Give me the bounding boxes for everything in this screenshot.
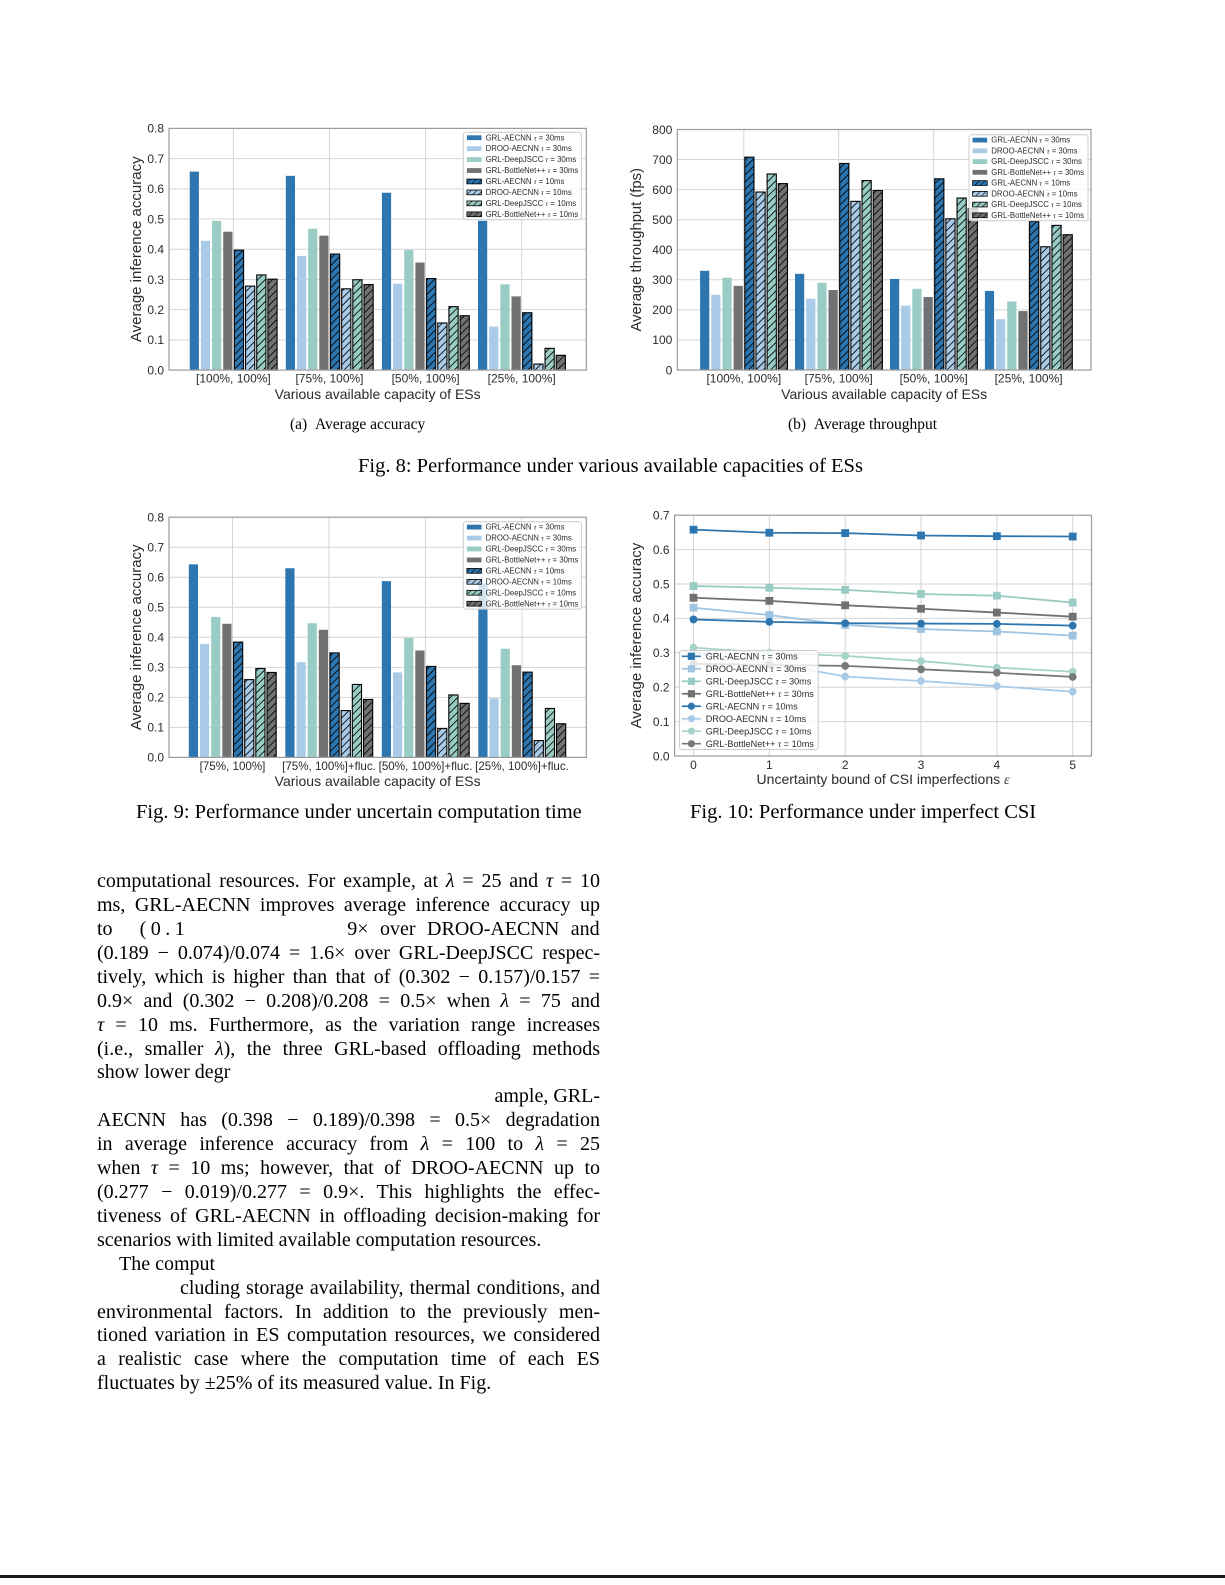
svg-text:GRL-AECNN τ = 30ms: GRL-AECNN τ = 30ms	[486, 133, 565, 142]
svg-text:GRL-DeepJSCC τ = 10ms: GRL-DeepJSCC τ = 10ms	[991, 200, 1082, 209]
svg-text:0.2: 0.2	[653, 681, 670, 695]
svg-text:0.6: 0.6	[147, 182, 164, 196]
svg-text:1: 1	[766, 758, 773, 772]
svg-text:GRL-AECNN τ = 10ms: GRL-AECNN τ = 10ms	[991, 179, 1070, 188]
svg-text:DROO-AECNN τ = 10ms: DROO-AECNN τ = 10ms	[706, 714, 807, 724]
svg-text:GRL-DeepJSCC τ = 10ms: GRL-DeepJSCC τ = 10ms	[706, 726, 812, 736]
svg-text:GRL-AECNN τ = 10ms: GRL-AECNN τ = 10ms	[706, 701, 798, 711]
svg-text:0.8: 0.8	[147, 511, 164, 525]
svg-text:0.0: 0.0	[147, 751, 164, 765]
svg-text:DROO-AECNN τ = 10ms: DROO-AECNN τ = 10ms	[486, 577, 572, 586]
svg-text:0.1: 0.1	[147, 333, 164, 347]
svg-text:[75%, 100%]+fluc.: [75%, 100%]+fluc.	[282, 760, 376, 773]
svg-text:0.7: 0.7	[653, 509, 670, 523]
svg-text:0.7: 0.7	[147, 541, 164, 555]
svg-text:600: 600	[652, 183, 672, 197]
svg-text:DROO-AECNN τ = 10ms: DROO-AECNN τ = 10ms	[991, 189, 1077, 198]
svg-text:DROO-AECNN τ = 30ms: DROO-AECNN τ = 30ms	[991, 146, 1077, 155]
svg-text:0: 0	[666, 363, 673, 377]
svg-text:GRL-BottleNet++ τ = 30ms: GRL-BottleNet++ τ = 30ms	[486, 166, 579, 175]
svg-text:GRL-DeepJSCC τ = 30ms: GRL-DeepJSCC τ = 30ms	[706, 676, 812, 686]
svg-text:[50%, 100%]: [50%, 100%]	[392, 372, 460, 386]
svg-text:[100%, 100%]: [100%, 100%]	[706, 372, 781, 386]
svg-text:0.3: 0.3	[653, 646, 670, 660]
svg-text:0.3: 0.3	[147, 661, 164, 675]
svg-text:GRL-BottleNet++ τ = 10ms: GRL-BottleNet++ τ = 10ms	[486, 210, 579, 219]
svg-text:Average inference accuracy: Average inference accuracy	[628, 542, 645, 728]
svg-text:Various available capacity of: Various available capacity of ESs	[275, 773, 481, 789]
svg-text:Average inference accuracy: Average inference accuracy	[128, 156, 145, 342]
svg-text:GRL-AECNN τ = 30ms: GRL-AECNN τ = 30ms	[991, 136, 1070, 145]
svg-text:0.4: 0.4	[147, 243, 164, 257]
svg-text:[100%, 100%]: [100%, 100%]	[196, 372, 271, 386]
svg-text:100: 100	[652, 333, 672, 347]
svg-text:Various available capacity of: Various available capacity of ESs	[275, 386, 481, 402]
svg-text:0.5: 0.5	[147, 601, 164, 615]
svg-text:200: 200	[652, 303, 672, 317]
svg-text:0.2: 0.2	[147, 691, 164, 705]
svg-text:GRL-BottleNet++ τ = 10ms: GRL-BottleNet++ τ = 10ms	[486, 599, 579, 608]
svg-text:Uncertainty bound of CSI imper: Uncertainty bound of CSI imperfections ε	[757, 771, 1010, 788]
svg-text:[25%, 100%]+fluc.: [25%, 100%]+fluc.	[475, 760, 569, 773]
svg-text:GRL-DeepJSCC τ = 10ms: GRL-DeepJSCC τ = 10ms	[486, 199, 577, 208]
svg-text:GRL-DeepJSCC τ = 10ms: GRL-DeepJSCC τ = 10ms	[486, 588, 577, 597]
svg-text:800: 800	[652, 123, 672, 137]
svg-text:0.2: 0.2	[147, 303, 164, 317]
svg-text:[25%, 100%]: [25%, 100%]	[488, 372, 556, 386]
svg-text:Various available capacity of: Various available capacity of ESs	[781, 386, 987, 402]
svg-text:0.4: 0.4	[653, 612, 670, 626]
svg-text:0.8: 0.8	[147, 122, 164, 136]
svg-text:[50%, 100%]: [50%, 100%]	[900, 372, 968, 386]
svg-text:4: 4	[994, 758, 1001, 772]
svg-text:[75%, 100%]: [75%, 100%]	[295, 372, 363, 386]
svg-text:DROO-AECNN τ = 30ms: DROO-AECNN τ = 30ms	[486, 144, 572, 153]
svg-text:700: 700	[652, 153, 672, 167]
svg-text:GRL-DeepJSCC τ = 30ms: GRL-DeepJSCC τ = 30ms	[486, 545, 577, 554]
svg-text:GRL-AECNN τ = 10ms: GRL-AECNN τ = 10ms	[486, 566, 565, 575]
svg-text:3: 3	[918, 758, 925, 772]
svg-text:DROO-AECNN τ = 30ms: DROO-AECNN τ = 30ms	[486, 534, 572, 543]
svg-text:DROO-AECNN τ = 30ms: DROO-AECNN τ = 30ms	[706, 664, 807, 674]
svg-text:DROO-AECNN τ = 10ms: DROO-AECNN τ = 10ms	[486, 188, 572, 197]
svg-text:GRL-DeepJSCC τ = 30ms: GRL-DeepJSCC τ = 30ms	[486, 155, 577, 164]
svg-text:GRL-BottleNet++ τ = 30ms: GRL-BottleNet++ τ = 30ms	[486, 556, 579, 565]
svg-text:0.6: 0.6	[147, 571, 164, 585]
svg-text:Average inference accuracy: Average inference accuracy	[128, 544, 145, 730]
svg-text:0.6: 0.6	[653, 543, 670, 557]
svg-text:0.4: 0.4	[147, 631, 164, 645]
svg-text:[75%, 100%]: [75%, 100%]	[200, 760, 266, 773]
svg-text:GRL-BottleNet++ τ = 10ms: GRL-BottleNet++ τ = 10ms	[706, 739, 815, 749]
svg-text:500: 500	[652, 213, 672, 227]
svg-text:0: 0	[690, 758, 697, 772]
svg-text:0.5: 0.5	[653, 577, 670, 591]
svg-text:0.1: 0.1	[147, 721, 164, 735]
svg-text:0.0: 0.0	[653, 749, 670, 763]
svg-text:GRL-BottleNet++ τ = 30ms: GRL-BottleNet++ τ = 30ms	[706, 689, 815, 699]
svg-text:0.5: 0.5	[147, 212, 164, 226]
svg-text:GRL-BottleNet++ τ = 30ms: GRL-BottleNet++ τ = 30ms	[991, 168, 1084, 177]
svg-text:GRL-AECNN τ = 30ms: GRL-AECNN τ = 30ms	[706, 652, 798, 662]
svg-text:[25%, 100%]: [25%, 100%]	[995, 372, 1063, 386]
svg-text:0.0: 0.0	[147, 363, 164, 377]
svg-text:[75%, 100%]: [75%, 100%]	[805, 372, 873, 386]
svg-text:GRL-AECNN τ = 10ms: GRL-AECNN τ = 10ms	[486, 177, 565, 186]
svg-text:0.3: 0.3	[147, 273, 164, 287]
svg-text:2: 2	[842, 758, 849, 772]
svg-text:[50%, 100%]+fluc.: [50%, 100%]+fluc.	[379, 760, 473, 773]
svg-text:GRL-BottleNet++ τ = 10ms: GRL-BottleNet++ τ = 10ms	[991, 211, 1084, 220]
svg-text:5: 5	[1069, 758, 1076, 772]
svg-text:GRL-DeepJSCC τ = 30ms: GRL-DeepJSCC τ = 30ms	[991, 157, 1082, 166]
svg-text:GRL-AECNN τ = 30ms: GRL-AECNN τ = 30ms	[486, 523, 565, 532]
svg-text:400: 400	[652, 243, 672, 257]
svg-text:Average throughput (fps): Average throughput (fps)	[629, 168, 645, 331]
svg-text:300: 300	[652, 273, 672, 287]
svg-text:0.1: 0.1	[653, 715, 670, 729]
svg-text:0.7: 0.7	[147, 152, 164, 166]
